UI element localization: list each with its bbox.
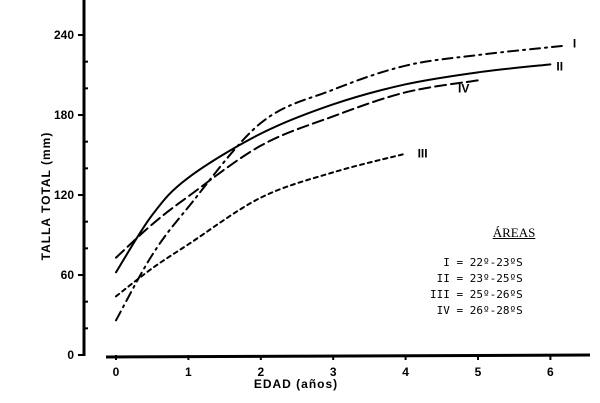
curve-label-I: I [573, 37, 576, 51]
curves [115, 44, 566, 322]
x-tick-label: 6 [547, 365, 554, 379]
x-tick-label: 4 [402, 365, 409, 379]
x-tick-label: 2 [257, 365, 264, 379]
legend-row-II: II = 23º-25ºS [430, 272, 523, 285]
y-axis-title: TALLA TOTAL (mm) [39, 132, 53, 261]
curve-IV [115, 79, 479, 259]
x-axis [105, 353, 591, 359]
y-tick-label: 60 [61, 268, 75, 282]
legend-row-IV: IV = 26º-28ºS [430, 304, 523, 317]
curve-label-III: III [418, 147, 428, 161]
curve-II [115, 63, 552, 274]
x-axis-title: EDAD (años) [254, 377, 338, 391]
x-tick-label: 0 [113, 365, 120, 379]
curve-label-II: II [556, 59, 563, 73]
legend-row-III: III = 25º-26ºS [430, 288, 523, 301]
x-tick-label: 1 [185, 365, 192, 379]
y-tick-label: 120 [54, 188, 74, 202]
x-tick-label: 3 [330, 365, 337, 379]
curve-III [115, 152, 407, 298]
y-tick-label: 0 [67, 348, 74, 362]
y-tick-label: 180 [54, 108, 74, 122]
legend-row-I: I = 22º-23ºS [430, 256, 523, 269]
legend: ÁREAS I = 22º-23ºS II = 23º-25ºS III = 2… [430, 225, 580, 319]
y-tick-label: 240 [54, 28, 74, 42]
axes: 0 60 120 180 240 0 1 2 3 4 5 6 [54, 0, 591, 379]
legend-title: ÁREAS [492, 225, 536, 240]
curve-label-IV: IV [458, 81, 469, 95]
curve-I [115, 44, 566, 322]
x-tick-label: 5 [475, 365, 482, 379]
